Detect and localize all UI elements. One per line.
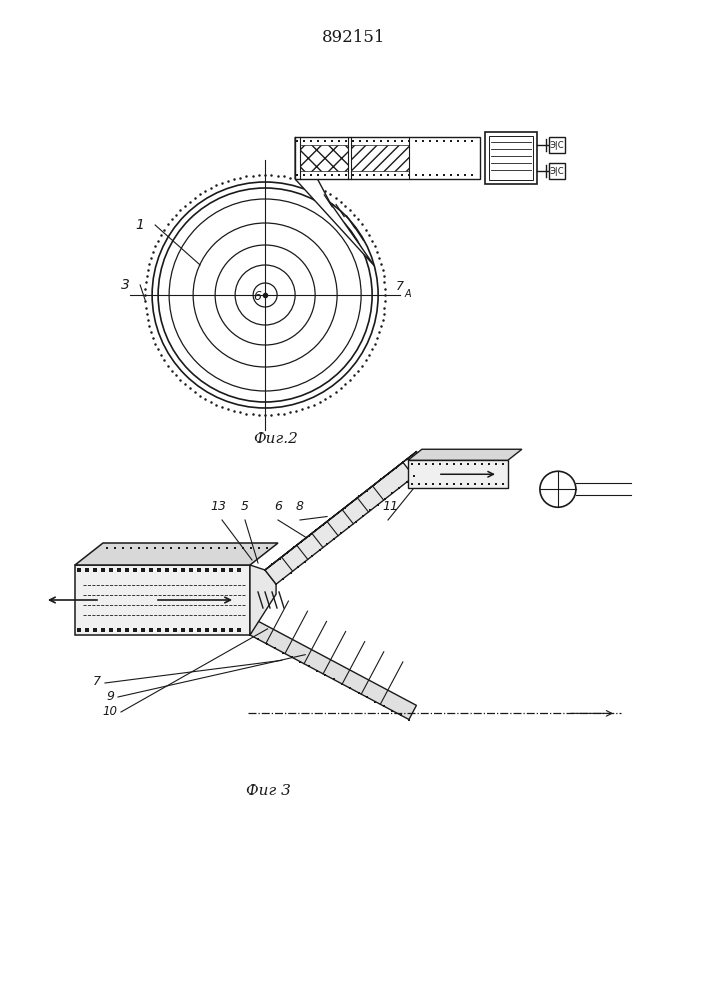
Polygon shape [295,137,374,266]
Text: 9: 9 [106,690,114,703]
Bar [549,163,565,179]
Bar [351,145,409,171]
Text: 8: 8 [296,500,304,513]
Text: А: А [404,289,411,299]
Text: 10: 10 [103,705,117,718]
Polygon shape [408,460,508,488]
Polygon shape [75,543,278,565]
Text: Фиг.2: Фиг.2 [252,432,298,446]
Text: 11: 11 [382,500,398,513]
Text: 13: 13 [210,500,226,513]
Text: 7: 7 [396,280,404,293]
Polygon shape [250,621,416,720]
Text: 3: 3 [121,278,129,292]
Text: 5: 5 [241,500,249,513]
Text: Э|С: Э|С [550,141,564,150]
Text: Фиг 3: Фиг 3 [246,784,291,798]
Polygon shape [250,565,276,635]
Polygon shape [265,462,414,584]
Text: 7: 7 [93,675,101,688]
Text: 892151: 892151 [322,29,385,46]
Text: Э|С: Э|С [550,167,564,176]
Polygon shape [408,449,522,460]
Text: 1: 1 [136,218,144,232]
Text: 6: 6 [274,500,282,513]
Polygon shape [75,565,250,635]
Bar [295,137,480,179]
Text: 6: 6 [253,290,261,303]
Bar [489,136,533,180]
Bar [300,145,348,171]
Bar [485,132,537,184]
Polygon shape [265,451,417,570]
Bar [549,137,565,153]
